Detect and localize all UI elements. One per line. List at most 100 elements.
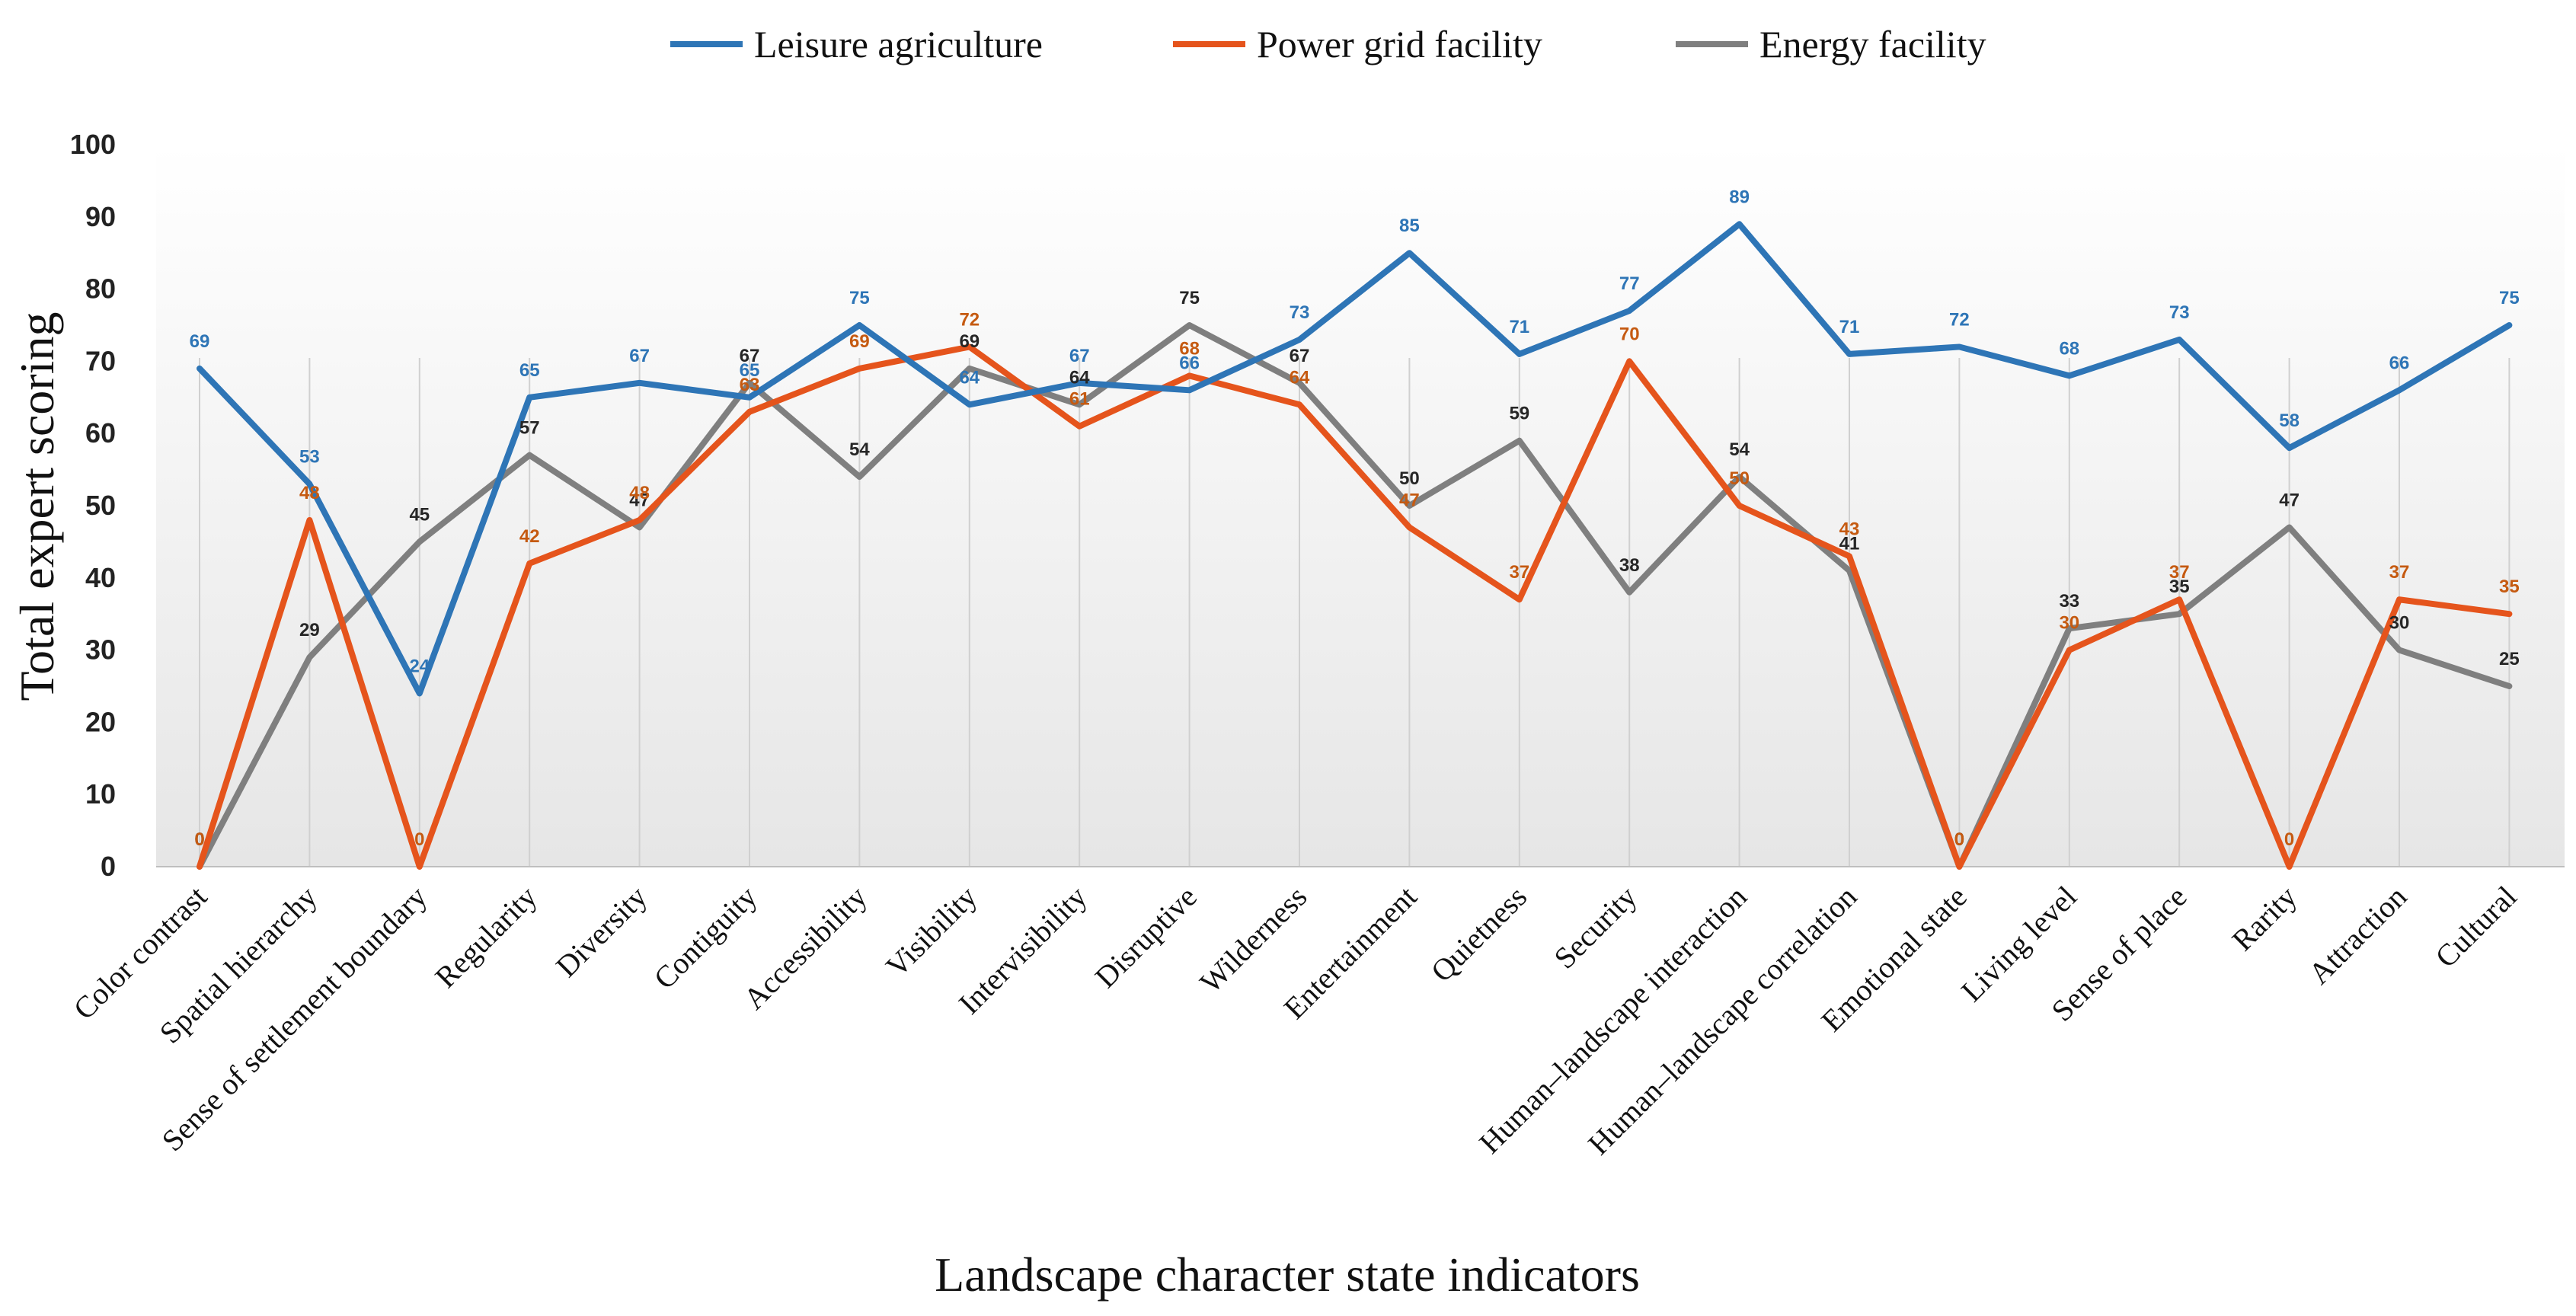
- legend-label: Power grid facility: [1257, 23, 1542, 65]
- data-label: 64: [1069, 367, 1090, 388]
- data-label: 71: [1509, 317, 1529, 337]
- data-label: 69: [190, 331, 210, 352]
- y-axis-title: Total expert scoring: [10, 312, 64, 701]
- data-label: 67: [1069, 346, 1090, 366]
- data-label: 65: [519, 360, 540, 381]
- data-label: 77: [1619, 273, 1640, 294]
- data-label: 75: [1179, 288, 1200, 308]
- data-label: 41: [1839, 533, 1860, 554]
- y-tick-label: 0: [101, 851, 116, 882]
- series-line-energy-facility: [197, 322, 2513, 870]
- x-category-label: Rarity: [2225, 880, 2303, 958]
- data-label: 43: [1839, 519, 1860, 539]
- series-line-power-grid-facility: [197, 343, 2513, 870]
- y-tick-label: 60: [85, 417, 116, 449]
- data-label: 67: [629, 346, 650, 366]
- data-label: 59: [1509, 404, 1529, 424]
- data-label: 35: [2499, 577, 2520, 597]
- data-label: 0: [194, 829, 204, 850]
- y-tick-label: 20: [85, 706, 116, 737]
- data-label: 50: [1399, 468, 1420, 489]
- data-label: 67: [1290, 346, 1310, 366]
- data-label: 37: [2389, 562, 2410, 583]
- data-label: 70: [1619, 324, 1640, 344]
- data-label: 67: [740, 346, 760, 366]
- data-label: 54: [849, 439, 870, 460]
- data-label: 72: [959, 309, 980, 330]
- data-label: 30: [2389, 613, 2410, 634]
- data-label: 48: [299, 483, 320, 503]
- x-category-label: Regularity: [428, 880, 543, 995]
- plot-area: [156, 145, 2565, 867]
- data-label: 66: [1179, 353, 1200, 373]
- y-tick-label: 90: [85, 201, 116, 232]
- data-label: 64: [1290, 367, 1310, 388]
- data-label: 29: [299, 620, 320, 640]
- x-category-label: Diversity: [549, 880, 654, 984]
- data-label: 71: [1839, 317, 1860, 337]
- data-label: 85: [1399, 216, 1420, 236]
- data-label: 75: [2499, 288, 2520, 308]
- data-label: 68: [2059, 338, 2079, 359]
- x-category-label: Contiguity: [647, 880, 764, 996]
- y-tick-label: 10: [85, 778, 116, 810]
- data-label: 37: [1509, 562, 1529, 583]
- data-label: 30: [2059, 613, 2079, 634]
- data-label: 72: [1949, 309, 1970, 330]
- x-category-label: Quietness: [1424, 880, 1533, 989]
- data-label: 38: [1619, 555, 1640, 576]
- data-label: 58: [2279, 410, 2300, 431]
- y-tick-label: 50: [85, 490, 116, 521]
- legend-label: Leisure agriculture: [754, 23, 1043, 65]
- data-label: 0: [194, 829, 204, 850]
- data-label: 68: [1179, 338, 1200, 359]
- data-label: 54: [1729, 439, 1750, 460]
- x-category-label: Visibility: [879, 880, 983, 984]
- data-labels: 0 29 45 57 47 67 54 69 64 75 67 50 59 38 54 41 0 33 35 47 30…: [190, 187, 2520, 850]
- series-lines: [197, 221, 2513, 870]
- x-axis-title: Landscape character state indicators: [935, 1247, 1640, 1302]
- data-label: 37: [2169, 562, 2190, 583]
- data-label: 69: [959, 331, 980, 352]
- data-label: 73: [1290, 302, 1310, 323]
- x-category-label: Disruptive: [1088, 880, 1203, 995]
- x-category-label: Security: [1547, 880, 1643, 976]
- data-label: 33: [2059, 591, 2079, 612]
- data-label: 89: [1729, 187, 1750, 207]
- data-label: 61: [1069, 389, 1090, 410]
- data-label: 0: [414, 829, 424, 850]
- legend-label: Energy facility: [1759, 23, 1986, 65]
- data-label: 45: [409, 504, 430, 525]
- data-label: 25: [2499, 649, 2520, 669]
- data-label: 0: [2284, 829, 2294, 850]
- data-label: 0: [1954, 829, 1964, 850]
- data-label: 24: [409, 656, 430, 676]
- series-line-leisure-agriculture: [197, 221, 2513, 697]
- data-label: 35: [2169, 577, 2190, 597]
- data-label: 75: [849, 288, 870, 308]
- y-tick-label: 100: [70, 129, 116, 160]
- data-label: 63: [740, 375, 760, 395]
- x-category-label: Attraction: [2302, 880, 2413, 991]
- data-label: 0: [1954, 829, 1964, 850]
- data-label: 53: [299, 447, 320, 468]
- data-label: 50: [1729, 468, 1750, 489]
- data-label: 47: [1399, 490, 1420, 510]
- data-label: 47: [629, 490, 650, 510]
- grid-lines: [199, 358, 2510, 867]
- data-label: 47: [2279, 490, 2300, 510]
- data-label: 48: [629, 483, 650, 503]
- y-tick-label: 30: [85, 634, 116, 666]
- data-label: 42: [519, 526, 540, 547]
- data-label: 65: [740, 360, 760, 381]
- data-label: 69: [849, 331, 870, 352]
- data-label: 73: [2169, 302, 2190, 323]
- data-label: 57: [519, 418, 540, 439]
- y-tick-label: 80: [85, 273, 116, 305]
- data-label: 66: [2389, 353, 2410, 373]
- x-category-label: Cultural: [2428, 880, 2523, 975]
- y-tick-label: 40: [85, 562, 116, 593]
- y-tick-label: 70: [85, 345, 116, 376]
